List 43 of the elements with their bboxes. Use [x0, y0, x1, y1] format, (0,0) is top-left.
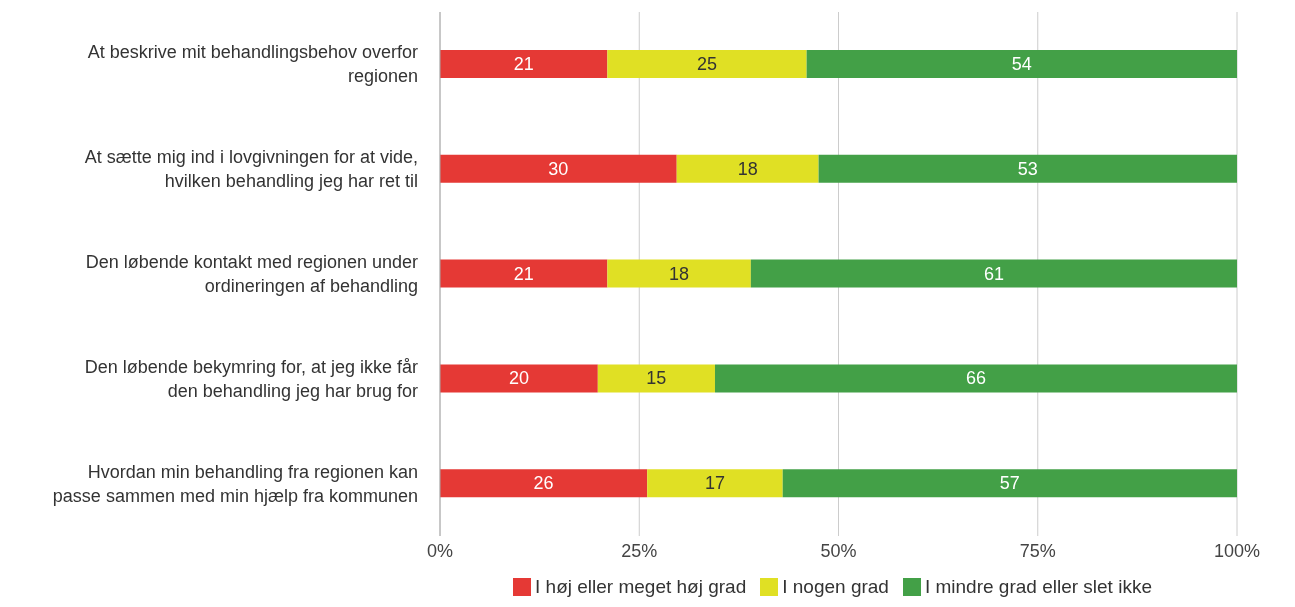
bar: [806, 50, 1237, 78]
bar: [440, 50, 608, 78]
data-label: 15: [646, 368, 667, 389]
bar: [676, 154, 819, 183]
data-label: 17: [704, 473, 725, 494]
data-label: 54: [1011, 54, 1032, 74]
x-tick-label: 50%: [820, 540, 857, 561]
bar: [647, 469, 783, 498]
y-tick-label: At sætte mig ind i lovgivningen for at vide, hvilken behandling jeg har ret til: [84, 147, 418, 192]
bar: [607, 50, 807, 78]
x-tick-label: 25%: [621, 540, 658, 561]
legend-label: I høj eller meget høj grad: [535, 576, 747, 598]
data-label: 20: [508, 368, 529, 389]
x-tick-label: 75%: [1019, 540, 1056, 561]
legend-label: I nogen grad: [782, 576, 889, 598]
bar: [440, 469, 648, 498]
data-label: 53: [1017, 158, 1038, 179]
bar: [782, 469, 1237, 498]
legend-label: I mindre grad eller slet ikke: [924, 576, 1152, 598]
y-tick-label: At beskrive mit behandlingsbehov overfor regionen: [87, 42, 418, 87]
bar: [440, 154, 677, 183]
data-label: 57: [999, 473, 1020, 494]
data-label: 61: [983, 263, 1004, 284]
data-label: 30: [548, 158, 569, 179]
data-label: 26: [533, 473, 554, 494]
bar: [597, 364, 715, 393]
data-label: 18: [669, 263, 690, 284]
bar: [607, 259, 751, 288]
data-label: 21: [513, 54, 534, 74]
bar: [440, 364, 598, 393]
data-label: 21: [513, 263, 534, 284]
y-tick-label: Hvordan min behandling fra regionen kan passe sammen med min hjælp fra kommunen: [52, 461, 418, 506]
bar: [714, 364, 1237, 393]
x-tick-label: 100%: [1213, 540, 1261, 561]
data-label: 25: [696, 54, 718, 74]
bar: [818, 154, 1237, 183]
x-tick-label: 0%: [426, 540, 454, 561]
data-label: 18: [737, 158, 758, 179]
y-tick-label: Den løbende kontakt med regionen under ordineringen af behandling: [85, 252, 418, 296]
y-tick-label: Den løbende bekymring for, at jeg ikke får den behandling jeg har brug for: [84, 356, 418, 401]
data-label: 66: [965, 368, 986, 389]
bar: [750, 259, 1237, 288]
bar: [440, 259, 608, 288]
